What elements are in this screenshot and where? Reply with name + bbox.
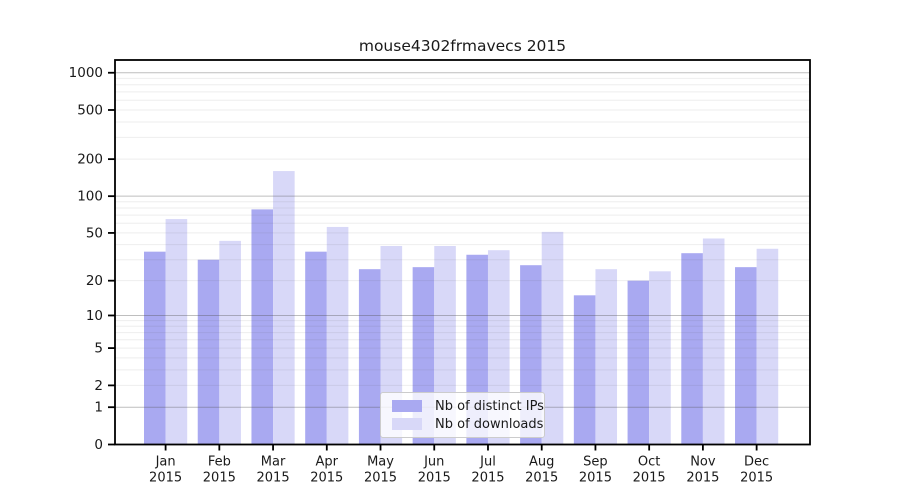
downloads-swatch-icon [392, 418, 422, 430]
bar-downloads-feb [219, 240, 241, 445]
x-tick-label-year: 2015 [257, 471, 290, 486]
bar-downloads-jan [165, 219, 188, 445]
x-tick-label-month: Feb [208, 455, 231, 470]
x-tick-label-month: Apr [316, 455, 339, 470]
bar-ips-sep [573, 295, 596, 445]
distinct-ips-swatch-icon [392, 400, 422, 412]
x-tick-label-year: 2015 [686, 471, 719, 486]
x-tick-label-month: Aug [529, 455, 554, 470]
chart-title: mouse4302frmavecs 2015 [358, 37, 567, 55]
y-tick-label: 10 [86, 308, 103, 324]
x-tick-label-month: Dec [744, 455, 769, 470]
x-tick-label-year: 2015 [579, 471, 612, 486]
bar-downloads-aug [541, 231, 564, 445]
bar-downloads-sep [595, 269, 618, 445]
y-tick-label: 20 [86, 273, 103, 289]
y-tick-label: 5 [94, 341, 103, 357]
x-tick-label-month: Mar [261, 455, 286, 470]
legend: Nb of distinct IPs Nb of downloads [380, 392, 545, 438]
x-tick-label-year: 2015 [525, 471, 558, 486]
y-tick-label: 0 [94, 437, 103, 453]
y-tick-label: 1000 [69, 65, 103, 81]
bar-ips-mar [251, 209, 274, 445]
x-tick-label-year: 2015 [740, 471, 773, 486]
bar-ips-dec [735, 267, 757, 445]
x-tick-label-year: 2015 [149, 471, 182, 486]
y-tick-label: 1 [94, 400, 103, 416]
bar-ips-apr [305, 251, 327, 445]
bar-downloads-oct [649, 271, 671, 445]
x-tick-label-month: Sep [583, 455, 608, 470]
x-tick-label-year: 2015 [418, 471, 451, 486]
x-tick-label-month: Jan [155, 455, 176, 470]
x-tick-label-month: Jul [479, 455, 496, 470]
bar-downloads-mar [273, 171, 295, 445]
legend-label-distinct-ips: Nb of distinct IPs [435, 398, 544, 414]
x-tick-label-year: 2015 [310, 471, 343, 486]
bar-ips-nov [681, 253, 703, 445]
x-tick-label-month: Jun [423, 455, 444, 470]
bar-downloads-dec [756, 248, 779, 445]
legend-item-downloads: Nb of downloads [392, 416, 543, 432]
y-tick-label: 50 [86, 225, 103, 241]
x-tick-label-year: 2015 [633, 471, 666, 486]
bar-downloads-nov [702, 238, 725, 445]
bar-ips-oct [627, 280, 650, 445]
x-tick-label-month: Oct [638, 455, 660, 470]
x-tick-label-month: May [367, 455, 394, 470]
legend-item-distinct-ips: Nb of distinct IPs [392, 398, 544, 414]
x-tick-label-year: 2015 [471, 471, 504, 486]
legend-label-downloads: Nb of downloads [435, 416, 544, 432]
y-tick-label: 100 [77, 189, 103, 205]
bar-ips-jan [144, 251, 166, 445]
y-tick-label: 2 [94, 378, 103, 394]
x-tick-label-year: 2015 [364, 471, 397, 486]
bar-ips-feb [197, 259, 220, 445]
x-tick-label-year: 2015 [203, 471, 236, 486]
x-tick-label-month: Nov [690, 455, 716, 470]
plot-border [114, 59, 811, 446]
y-tick-label: 500 [77, 102, 103, 118]
bar-ips-may [358, 269, 381, 445]
y-tick-label: 200 [77, 152, 103, 168]
bar-downloads-apr [326, 226, 349, 445]
